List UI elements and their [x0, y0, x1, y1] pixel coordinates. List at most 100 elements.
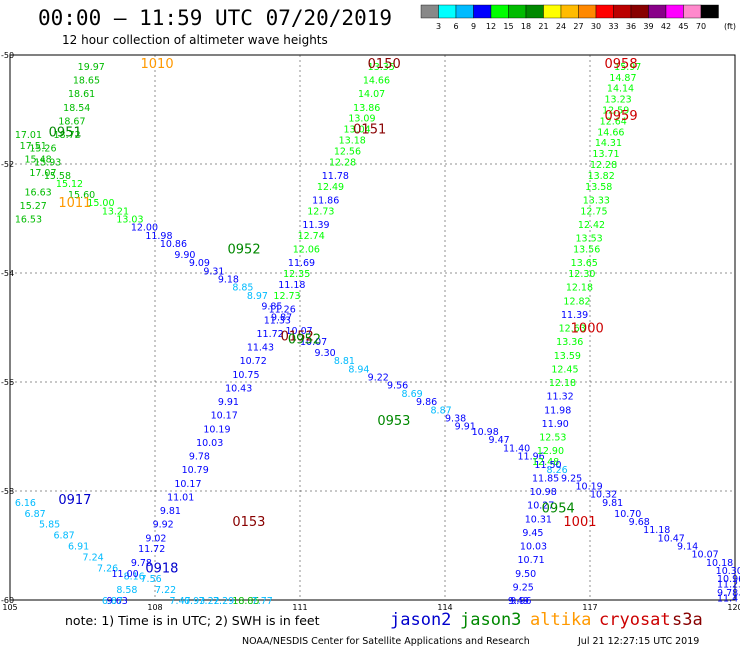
- swh-value: 10.19: [203, 424, 230, 435]
- swh-value: 18.85: [232, 596, 259, 607]
- swh-value: 10.79: [182, 465, 209, 476]
- swh-value: 7.56: [141, 574, 162, 585]
- swh-value: 17.07: [29, 168, 56, 179]
- swh-value: 11.72: [138, 544, 165, 555]
- chart-subtitle: 12 hour collection of altimeter wave hei…: [62, 33, 328, 47]
- colorbar-swatch: [543, 4, 562, 19]
- swh-value: 6.87: [102, 596, 123, 607]
- swh-value: 12.74: [298, 231, 325, 242]
- x-tick-label: 114: [437, 603, 452, 612]
- swh-value: 10.75: [232, 370, 259, 381]
- pass-number-label: 0917: [58, 493, 91, 508]
- colorbar-swatch: [700, 4, 719, 19]
- swh-value: 14.87: [609, 73, 636, 84]
- swh-value: 10.47: [658, 533, 685, 544]
- y-tick-label: -50: [1, 51, 14, 60]
- swh-value: 12.18: [549, 378, 576, 389]
- y-tick-label: -58: [1, 487, 14, 496]
- colorbar-swatch: [683, 4, 702, 19]
- swh-value: 12.00: [131, 223, 158, 234]
- swh-value: 8.16: [124, 571, 145, 582]
- swh-value: 11.50: [534, 460, 561, 471]
- swh-value: 6.91: [68, 542, 89, 553]
- swh-value: 14.66: [363, 76, 390, 87]
- pass-number-label: 0953: [377, 414, 410, 429]
- swh-value: 8.97: [247, 291, 268, 302]
- credit-text: NOAA/NESDIS Center for Satellite Applica…: [242, 636, 530, 647]
- swh-value: 14.66: [597, 127, 624, 138]
- swh-value: 9.30: [315, 348, 336, 359]
- swh-value: 15.27: [20, 201, 47, 212]
- colorbar-label: 9: [471, 22, 476, 31]
- swh-value: 9.63: [107, 596, 128, 607]
- colorbar-label: 3: [436, 22, 441, 31]
- swh-value: 11.69: [288, 258, 315, 269]
- swh-value: 9.38: [445, 413, 466, 424]
- swh-value: 9.92: [153, 520, 174, 531]
- colorbar-swatch: [490, 4, 509, 19]
- swh-value: 13.82: [588, 171, 615, 182]
- swh-value: 16.53: [15, 215, 42, 226]
- swh-value: 12.73: [307, 206, 334, 217]
- pass-number-label: 1010: [141, 57, 174, 72]
- pass-number-label: 0958: [605, 57, 638, 72]
- swh-value: 15.60: [68, 190, 95, 201]
- timestamp-text: Jul 21 12:27:15 UTC 2019: [577, 636, 699, 647]
- swh-value: 12.59: [602, 106, 629, 117]
- pass-number-label: 0918: [145, 561, 178, 576]
- swh-value: 7.47: [170, 596, 191, 607]
- swh-value: 10.86: [160, 239, 187, 250]
- swh-value: 13.18: [339, 135, 366, 146]
- swh-value: 18.72: [54, 130, 81, 141]
- swh-value: 18.61: [68, 89, 95, 100]
- swh-value: 12.56: [334, 146, 361, 157]
- pass-number-label: 1001: [563, 515, 596, 530]
- swh-value: 10.07: [286, 326, 313, 337]
- colorbar-swatch: [595, 4, 614, 19]
- grid-lines: [10, 55, 735, 600]
- y-tick-label: -60: [1, 596, 14, 605]
- swh-value: 10.31: [525, 514, 552, 525]
- pass-number-label: 0952: [228, 242, 261, 257]
- swh-value: 9.02: [145, 533, 166, 544]
- swh-value: 7.22: [199, 596, 220, 607]
- plot-area: 105 108 111 114 117 120 -50 -52 -54 -56 -58 -60 19.…: [1, 51, 740, 612]
- x-tick-label: 120: [727, 603, 740, 612]
- pass-number-label: 0151: [353, 123, 386, 138]
- swh-value: 13.59: [554, 351, 581, 362]
- swh-value: 11.98: [544, 405, 571, 416]
- colorbar-label: 39: [643, 22, 653, 31]
- swh-value: 11.72: [257, 329, 284, 340]
- header: 00:00 – 11:59 UTC 07/20/2019 12 hour col…: [38, 6, 392, 47]
- swh-value: 9.81: [160, 506, 181, 517]
- swh-value: 11.00: [112, 569, 139, 580]
- swh-value: 11.85: [532, 473, 559, 484]
- color-scale-bar: 3 6 9 12 15 18 21 24 27 30 33 36 39 42 45 70 (ft): [420, 4, 736, 31]
- pass-number-label: 0954: [542, 501, 575, 516]
- swh-value: 10.18: [706, 558, 733, 569]
- swh-value: 13.86: [353, 103, 380, 114]
- x-tick-label: 105: [2, 603, 17, 612]
- colorbar-swatch: [473, 4, 492, 19]
- swh-value: 10.03: [196, 438, 223, 449]
- swh-value: 11.26: [269, 304, 296, 315]
- swh-value: 15.48: [25, 155, 52, 166]
- swh-value: 12.73: [273, 291, 300, 302]
- swh-value: 10.43: [225, 383, 252, 394]
- swh-value: 11.86: [312, 195, 339, 206]
- axis-ticks: 105 108 111 114 117 120 -50 -52 -54 -56 -58 -60: [1, 51, 740, 612]
- swh-value: 11.33: [264, 315, 291, 326]
- swh-value: 12.45: [551, 364, 578, 375]
- swh-value: 7.22: [155, 585, 176, 596]
- swh-value: 6.16: [15, 498, 36, 509]
- colorbar-label: 21: [538, 22, 548, 31]
- swh-value: 9.91: [218, 397, 239, 408]
- colorbar-swatch: [613, 4, 632, 19]
- colorbar-swatch: [630, 4, 649, 19]
- swh-value: 12.53: [539, 433, 566, 444]
- x-tick-label: 111: [292, 603, 307, 612]
- swh-value: 7.77: [252, 596, 273, 607]
- swh-value: 10.17: [174, 479, 201, 490]
- swh-value: 7.29: [213, 596, 234, 607]
- swh-value: 10.98: [472, 427, 499, 438]
